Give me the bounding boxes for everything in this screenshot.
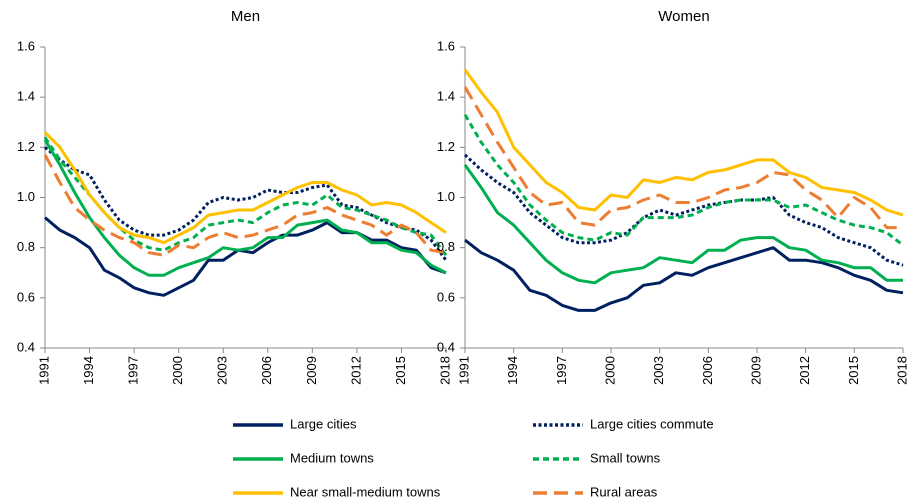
y-tick-label: 1.4 bbox=[437, 89, 455, 104]
legend-label: Medium towns bbox=[290, 450, 374, 465]
x-tick-label: 2000 bbox=[602, 356, 617, 385]
y-tick-label: 1.4 bbox=[17, 89, 35, 104]
y-tick-label: 1.2 bbox=[17, 139, 35, 154]
series-line bbox=[43, 131, 447, 245]
y-tick-label: 0.8 bbox=[17, 239, 35, 254]
legend-label: Rural areas bbox=[590, 484, 658, 499]
series-line bbox=[43, 139, 447, 277]
y-tick-label: 0.4 bbox=[17, 339, 35, 354]
series-line bbox=[464, 238, 904, 312]
chart-title: Men bbox=[231, 8, 260, 25]
x-tick-label: 2006 bbox=[259, 356, 274, 385]
x-tick-label: 2015 bbox=[393, 356, 408, 385]
x-tick-label: 1997 bbox=[554, 356, 569, 385]
y-tick-label: 0.6 bbox=[437, 289, 455, 304]
series-line bbox=[463, 68, 904, 217]
x-tick-label: 2006 bbox=[700, 356, 715, 385]
y-tick-label: 0.8 bbox=[437, 239, 455, 254]
y-tick-label: 0.6 bbox=[17, 289, 35, 304]
x-tick-label: 2012 bbox=[348, 356, 363, 385]
series-line bbox=[463, 153, 904, 267]
x-tick-label: 1991 bbox=[456, 356, 471, 385]
legend-label: Large cities bbox=[290, 416, 357, 431]
x-tick-label: 2018 bbox=[894, 356, 909, 385]
x-tick-label: 2003 bbox=[651, 356, 666, 385]
x-tick-label: 2009 bbox=[748, 356, 763, 385]
series-line bbox=[43, 136, 448, 257]
x-tick-label: 1997 bbox=[126, 356, 141, 385]
x-tick-label: 2009 bbox=[304, 356, 319, 385]
x-tick-label: 1994 bbox=[81, 356, 96, 385]
series-line bbox=[44, 146, 448, 262]
x-tick-label: 2015 bbox=[846, 356, 861, 385]
series-line bbox=[463, 164, 903, 285]
x-tick-label: 1994 bbox=[505, 356, 520, 385]
x-tick-label: 2012 bbox=[797, 356, 812, 385]
y-tick-label: 1.2 bbox=[437, 139, 455, 154]
y-tick-label: 1.0 bbox=[17, 189, 35, 204]
chart-title: Women bbox=[658, 8, 709, 25]
x-tick-label: 2000 bbox=[170, 356, 185, 385]
y-tick-label: 1.6 bbox=[17, 38, 35, 53]
y-tick-label: 1.6 bbox=[437, 38, 455, 53]
series-line bbox=[43, 154, 447, 257]
x-tick-label: 1991 bbox=[36, 356, 51, 385]
series-line bbox=[463, 113, 904, 247]
series-line bbox=[44, 216, 447, 297]
legend-label: Near small-medium towns bbox=[290, 484, 441, 499]
x-tick-label: 2018 bbox=[437, 356, 452, 385]
y-tick-label: 0.4 bbox=[437, 339, 455, 354]
x-tick-label: 2003 bbox=[215, 356, 230, 385]
y-tick-label: 1.0 bbox=[437, 189, 455, 204]
legend-label: Small towns bbox=[590, 450, 661, 465]
legend-label: Large cities commute bbox=[590, 416, 714, 431]
series-line bbox=[463, 86, 903, 230]
